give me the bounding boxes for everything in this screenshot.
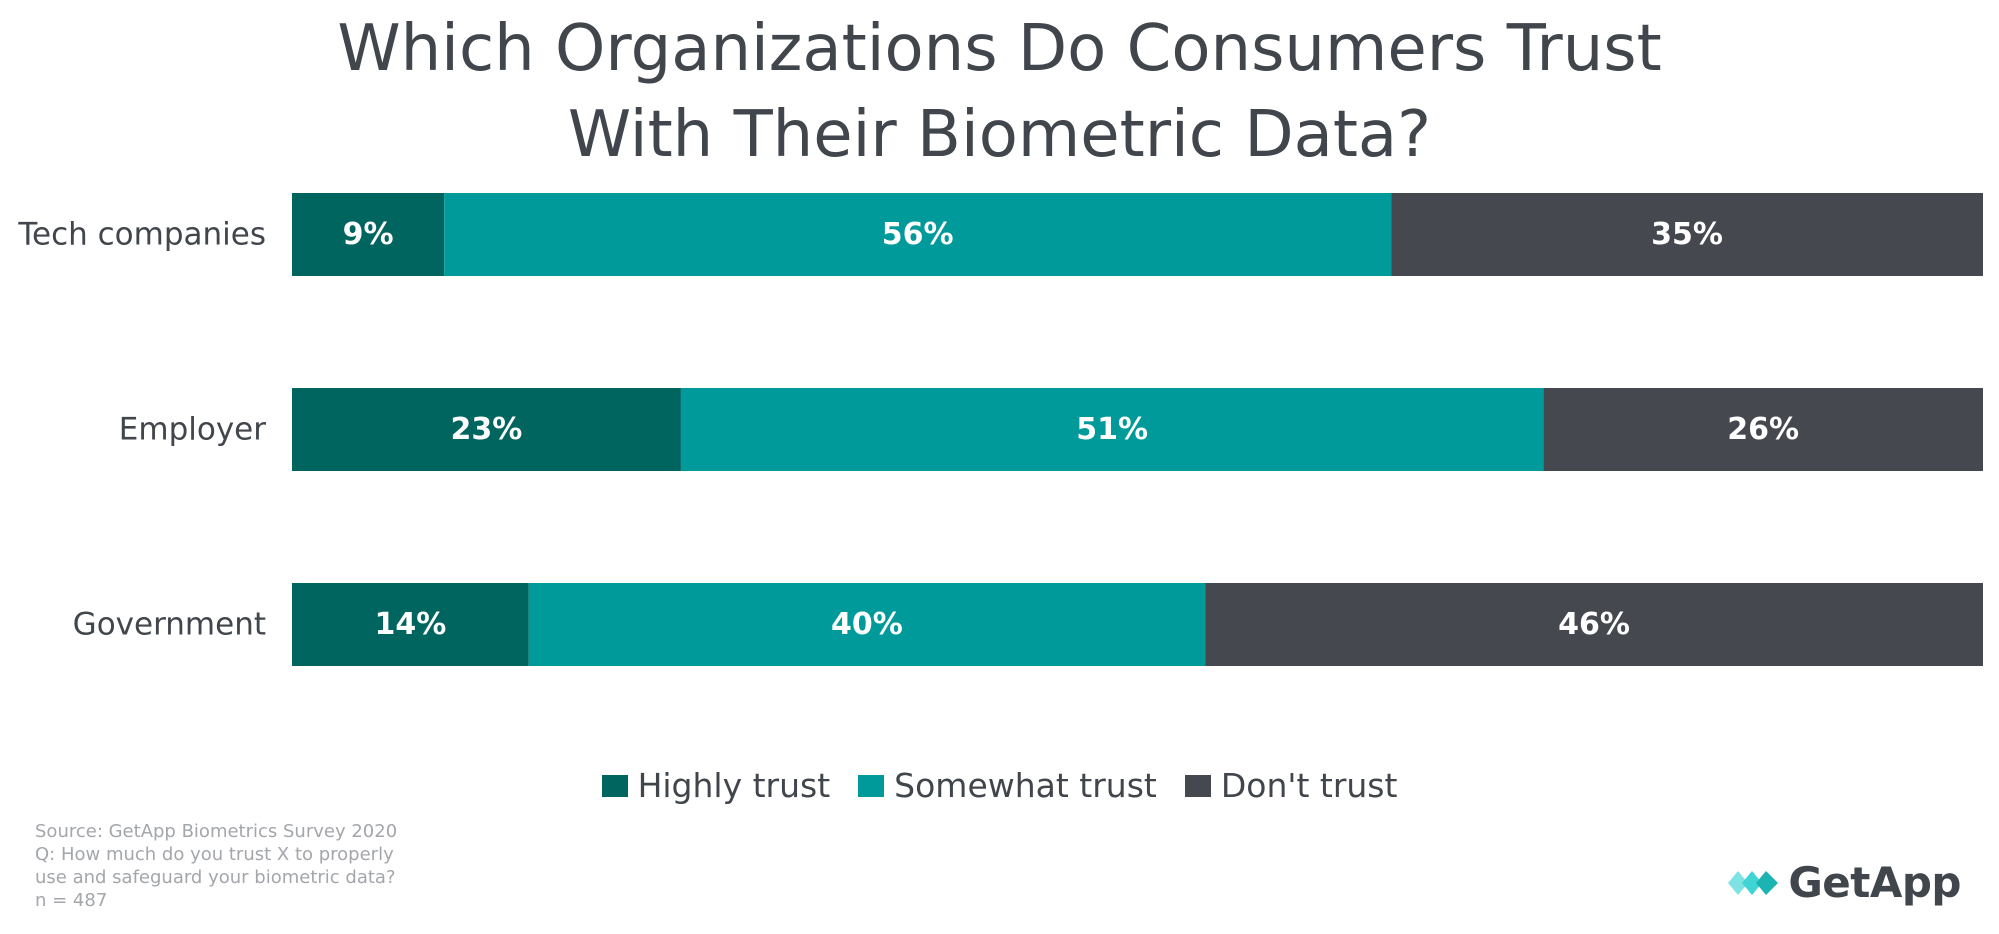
source-line: Source: GetApp Biometrics Survey 2020 (35, 821, 398, 842)
legend-label-somewhat-trust: Somewhat trust (894, 766, 1157, 805)
question-line-1: Q: How much do you trust X to properly (35, 844, 394, 865)
bar-segment-tech-companies-don-t-trust (1391, 193, 1983, 276)
category-label-tech-companies: Tech companies (17, 217, 266, 253)
data-label-employer-somewhat-trust: 51% (1076, 412, 1148, 447)
chart-title-line-2: With Their Biometric Data? (567, 98, 1432, 172)
bar-segment-employer-don-t-trust (1543, 388, 1983, 471)
category-label-employer: Employer (119, 412, 266, 448)
sample-size-line: n = 487 (35, 890, 108, 911)
data-label-government-highly-trust: 14% (374, 607, 446, 642)
legend-label-dont-trust: Don't trust (1220, 766, 1398, 805)
bar-segment-employer-somewhat-trust (680, 388, 1544, 471)
bar-segment-government-somewhat-trust (528, 583, 1206, 666)
chart-legend: Highly trust Somewhat trust Don't trust (0, 766, 1999, 805)
legend-swatch-highly-trust (601, 774, 628, 797)
data-label-employer-highly-trust: 23% (451, 412, 523, 447)
legend-item-dont-trust: Don't trust (1184, 766, 1398, 805)
legend-swatch-somewhat-trust (858, 774, 885, 797)
getapp-logo: GetApp (1726, 858, 1961, 907)
bar-segment-tech-companies-highly-trust (292, 193, 445, 276)
category-label-government: Government (73, 607, 266, 643)
bar-segment-government-highly-trust (292, 583, 529, 666)
source-note: Source: GetApp Biometrics Survey 2020 Q:… (35, 820, 397, 912)
bar-segment-government-don-t-trust (1205, 583, 1983, 666)
data-label-tech-companies-don-t-trust: 35% (1651, 217, 1723, 252)
bar-segment-employer-highly-trust (292, 388, 681, 471)
legend-item-somewhat-trust: Somewhat trust (858, 766, 1157, 805)
getapp-chevron-icon (1728, 870, 1779, 895)
chart-title: Which Organizations Do Consumers Trust W… (0, 6, 1999, 178)
data-label-employer-don-t-trust: 26% (1727, 412, 1799, 447)
bar-segment-tech-companies-somewhat-trust (444, 193, 1392, 276)
legend-swatch-dont-trust (1184, 774, 1211, 797)
getapp-logo-text: GetApp (1788, 858, 1961, 907)
data-label-government-somewhat-trust: 40% (831, 607, 903, 642)
data-label-tech-companies-highly-trust: 9% (343, 217, 394, 252)
data-label-tech-companies-somewhat-trust: 56% (882, 217, 954, 252)
data-label-government-don-t-trust: 46% (1558, 607, 1630, 642)
chart-title-line-1: Which Organizations Do Consumers Trust (337, 12, 1662, 86)
question-line-2: use and safeguard your biometric data? (35, 867, 396, 888)
legend-item-highly-trust: Highly trust (601, 766, 831, 805)
legend-label-highly-trust: Highly trust (637, 766, 831, 805)
